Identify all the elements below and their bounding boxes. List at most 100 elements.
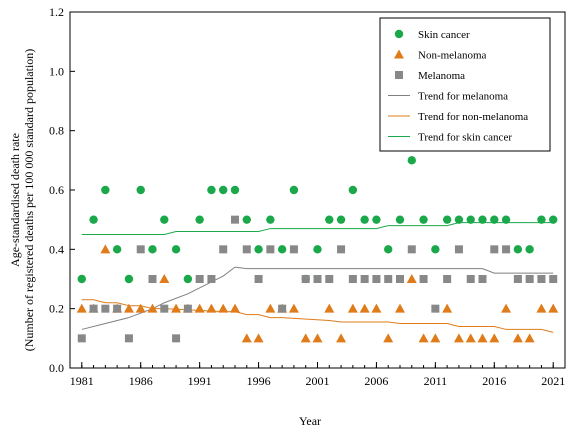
- skin-cancer-point: [537, 215, 546, 224]
- trend-lines: [81, 222, 554, 333]
- data-points: [76, 156, 559, 343]
- legend-box: [379, 17, 551, 152]
- melanoma-point: [513, 275, 522, 283]
- legend-label-non-melanoma: Non-melanoma: [418, 50, 487, 62]
- x-tick-label: 2016: [482, 374, 506, 388]
- x-tick-label: 1986: [129, 374, 153, 388]
- melanoma-point: [360, 275, 369, 283]
- skin-cancer-point: [171, 245, 181, 254]
- non-melanoma-point: [359, 303, 370, 313]
- skin-cancer-point: [478, 215, 487, 224]
- skin-cancer-point: [266, 215, 275, 224]
- legend: Skin cancer Non-melanoma Melanoma Trend for…: [379, 17, 551, 152]
- skin-cancer-point: [219, 185, 228, 195]
- skin-cancer-point: [372, 215, 381, 224]
- legend-swatch-non-melanoma: [394, 49, 404, 59]
- non-melanoma-point: [371, 303, 382, 313]
- non-melanoma-point: [288, 303, 299, 313]
- melanoma-point: [207, 275, 216, 283]
- legend-label-trend-for-non-melanoma: Trend for non-melanoma: [418, 111, 528, 123]
- melanoma-point: [160, 304, 169, 313]
- non-melanoma-point: [159, 274, 170, 283]
- skin-cancer-point: [348, 185, 358, 195]
- non-melanoma-point: [171, 303, 182, 313]
- x-tick-label: 2021: [541, 374, 565, 388]
- x-tick-label: 1981: [70, 374, 94, 388]
- melanoma-point: [148, 275, 157, 283]
- melanoma-point: [337, 245, 346, 254]
- non-melanoma-point: [241, 333, 252, 343]
- x-tick-label: 2006: [364, 374, 388, 388]
- x-tick-label: 2001: [306, 374, 330, 388]
- trend-for-skin-cancer-line: [81, 222, 554, 235]
- skin-cancer-point: [513, 245, 523, 254]
- non-melanoma-point: [100, 244, 111, 254]
- y-axis: 0.0 0.2 0.4 0.6 0.8 1.0 1.2: [49, 5, 75, 375]
- melanoma-point: [195, 275, 204, 283]
- non-melanoma-point: [206, 303, 217, 313]
- skin-cancer-point: [360, 215, 369, 224]
- legend-label-trend-for-skin-cancer: Trend for skin cancer: [418, 132, 512, 144]
- skin-cancer-point: [148, 245, 157, 254]
- melanoma-point: [313, 275, 322, 283]
- melanoma-point: [172, 334, 181, 343]
- skin-cancer-point: [501, 215, 511, 224]
- skin-cancer-point: [384, 245, 393, 254]
- skin-cancer-point: [101, 185, 110, 195]
- non-melanoma-point: [442, 303, 453, 313]
- melanoma-point: [89, 304, 98, 313]
- non-melanoma-point: [501, 303, 512, 313]
- melanoma-point: [231, 215, 239, 224]
- non-melanoma-point: [477, 333, 488, 343]
- skin-cancer-point: [77, 274, 86, 284]
- non-melanoma-point: [395, 303, 405, 313]
- skin-cancer-point: [325, 215, 334, 224]
- melanoma-point: [407, 245, 416, 254]
- melanoma-point: [502, 245, 511, 254]
- skin-cancer-point: [454, 215, 464, 224]
- skin-cancer-point: [230, 185, 240, 195]
- skin-cancer-point: [289, 185, 299, 195]
- non-melanoma-point: [383, 333, 394, 343]
- skin-cancer-point: [183, 274, 193, 284]
- x-tick-label: 1991: [188, 374, 212, 388]
- non-melanoma-point: [324, 303, 335, 313]
- skin-cancer-point: [242, 215, 251, 224]
- non-melanoma-point: [406, 274, 417, 283]
- y-tick-label: 0.6: [49, 183, 64, 197]
- legend-label-skin-cancer: Skin cancer: [418, 29, 470, 41]
- skin-cancer-point: [336, 215, 346, 224]
- melanoma-point: [490, 245, 499, 254]
- skin-cancer-point: [112, 245, 122, 254]
- trend-for-non-melanoma-line: [81, 299, 554, 333]
- trend-for-melanoma-line: [81, 266, 554, 330]
- non-melanoma-point: [265, 303, 276, 313]
- skin-cancer-point: [124, 274, 134, 284]
- y-axis-subtitle: (Number of registered deaths per 100 000…: [22, 49, 36, 352]
- melanoma-point: [183, 304, 192, 313]
- melanoma-point: [466, 275, 475, 283]
- skin-cancer-point: [525, 245, 534, 254]
- skin-cancer-point: [195, 215, 204, 224]
- y-tick-label: 0.4: [49, 242, 64, 256]
- skin-cancer-point: [254, 245, 263, 254]
- melanoma-point: [384, 275, 393, 283]
- melanoma-point: [478, 275, 487, 283]
- non-melanoma-point: [194, 303, 205, 313]
- non-melanoma-point: [76, 303, 87, 313]
- non-melanoma-point: [336, 333, 347, 343]
- y-axis-title: Age-standardised death rate: [8, 133, 22, 267]
- x-tick-label: 2011: [424, 374, 448, 388]
- melanoma-point: [124, 334, 133, 343]
- y-tick-label: 0.0: [49, 361, 64, 375]
- melanoma-point: [443, 275, 452, 283]
- melanoma-point: [301, 275, 310, 283]
- non-melanoma-point: [548, 303, 559, 313]
- melanoma-point: [537, 275, 546, 283]
- non-melanoma-point: [418, 333, 429, 343]
- non-melanoma-point: [230, 303, 240, 313]
- skin-cancer-point: [395, 215, 405, 224]
- skin-cancer-point: [419, 215, 428, 224]
- melanoma-point: [372, 275, 381, 283]
